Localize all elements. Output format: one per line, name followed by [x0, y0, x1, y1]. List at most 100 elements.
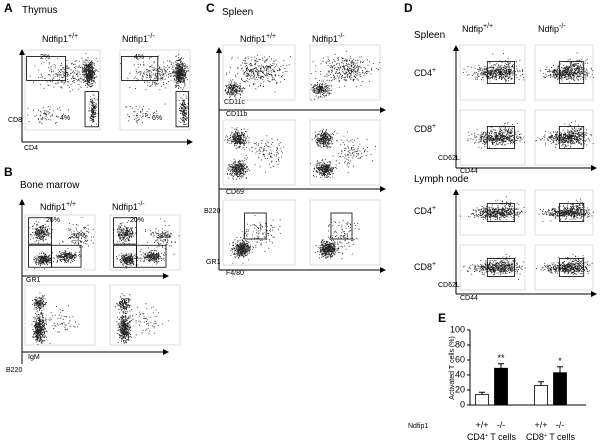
events	[113, 218, 180, 269]
panel-letter: E	[438, 311, 446, 325]
axis-label: IgM	[28, 354, 40, 361]
axis-label: CD62L	[438, 155, 460, 162]
axis-label: CD4	[24, 145, 38, 152]
panel-letter: D	[404, 1, 413, 15]
bar	[553, 372, 567, 406]
gate	[26, 56, 66, 81]
gate	[244, 212, 267, 240]
plot-frame	[459, 44, 526, 101]
gate	[175, 91, 190, 128]
column-header: Ndfip1-/-	[312, 33, 345, 44]
flow-plots	[24, 44, 594, 346]
panel-title: Bone marrow	[20, 180, 80, 191]
group-name-part: CD8	[526, 432, 544, 442]
axis-label: GR1	[26, 277, 41, 284]
gate	[121, 56, 159, 81]
plot-frame	[459, 109, 526, 166]
axis-label: CD11b	[226, 111, 247, 118]
column-header: Ndfip1+/+	[40, 201, 76, 212]
column-header: Ndfip1+/+	[240, 33, 276, 44]
gate-label: 4%	[134, 54, 144, 61]
x-tick-label: +/+	[534, 420, 547, 430]
x-tick-label: -/-	[556, 420, 565, 430]
section-title: Spleen	[414, 30, 445, 41]
column-header: Ndfip1-/-	[122, 33, 155, 44]
events	[460, 196, 526, 221]
axis-label: B220	[204, 208, 220, 215]
events	[462, 254, 526, 280]
axis-label: CD62L	[438, 282, 460, 289]
group-label: Ndfip1	[408, 423, 428, 430]
panel-title: Spleen	[222, 7, 253, 18]
gate	[558, 258, 585, 277]
bar	[534, 385, 548, 406]
events	[115, 293, 169, 344]
column-header: Ndfip-/-	[538, 23, 566, 34]
gate	[136, 244, 167, 268]
events	[535, 120, 594, 150]
group-name-part: CD4	[467, 432, 485, 442]
axis-label: CD44	[460, 168, 478, 175]
axis-label: GR1	[206, 259, 221, 266]
events	[27, 52, 100, 126]
gate	[558, 126, 585, 149]
y-tick-label: 80	[455, 340, 465, 350]
plot-frame	[24, 284, 96, 346]
events	[224, 54, 291, 99]
plot-frame	[534, 244, 594, 291]
events	[538, 198, 594, 222]
gate	[113, 217, 138, 245]
section-title: Lymph node	[414, 174, 469, 185]
bar	[494, 367, 508, 406]
plot-frame	[309, 119, 381, 186]
significance: *	[558, 356, 562, 366]
row-label: CD8+	[414, 123, 436, 134]
panel-title: Thymus	[22, 5, 58, 16]
group-name: CD8+ T cells	[526, 432, 576, 442]
plot-frame	[222, 199, 296, 266]
plot-frame	[309, 199, 381, 266]
group-name-part: T cells	[547, 432, 576, 442]
gate-label: 26%	[46, 217, 60, 224]
axis-label: CD69	[226, 189, 244, 196]
row-label: CD4+	[414, 205, 436, 216]
gate	[486, 203, 515, 222]
gate	[486, 61, 515, 84]
plot-frame	[309, 44, 381, 101]
y-tick-label: 20	[455, 385, 465, 395]
plot-frame	[222, 119, 296, 186]
x-tick-label: -/-	[497, 420, 506, 430]
plot-frame	[109, 284, 181, 346]
row-label: CD8+	[414, 261, 436, 272]
y-tick-label: 40	[455, 370, 465, 380]
events	[28, 217, 95, 270]
significance: **	[497, 353, 505, 363]
axis-label: F4/80	[226, 270, 244, 277]
events	[31, 292, 80, 346]
gate	[486, 126, 515, 149]
group-name-sup: +	[485, 433, 488, 439]
gate-label: 20%	[130, 217, 144, 224]
column-header: Ndfip+/+	[462, 23, 493, 34]
events	[310, 50, 381, 101]
axis-label: CD44	[460, 295, 478, 302]
group-name-sup: +	[544, 433, 547, 439]
group-name: CD4+ T cells	[467, 432, 517, 442]
events	[228, 215, 281, 264]
y-tick-label: 100	[450, 325, 465, 335]
gate	[84, 91, 99, 128]
plot-frame	[534, 44, 594, 101]
y-axis-label: Activated T cells (%)	[449, 336, 456, 400]
gate	[330, 212, 353, 240]
gate-label: 6%	[152, 115, 162, 122]
panel-letter: C	[206, 1, 215, 15]
panel-letter: A	[4, 1, 13, 15]
events	[310, 128, 376, 178]
events	[315, 212, 360, 260]
events	[536, 254, 593, 275]
column-header: Ndfip1+/+	[42, 33, 78, 44]
gate	[486, 258, 515, 277]
group-name-part: T cells	[488, 432, 517, 442]
gate	[51, 244, 82, 268]
